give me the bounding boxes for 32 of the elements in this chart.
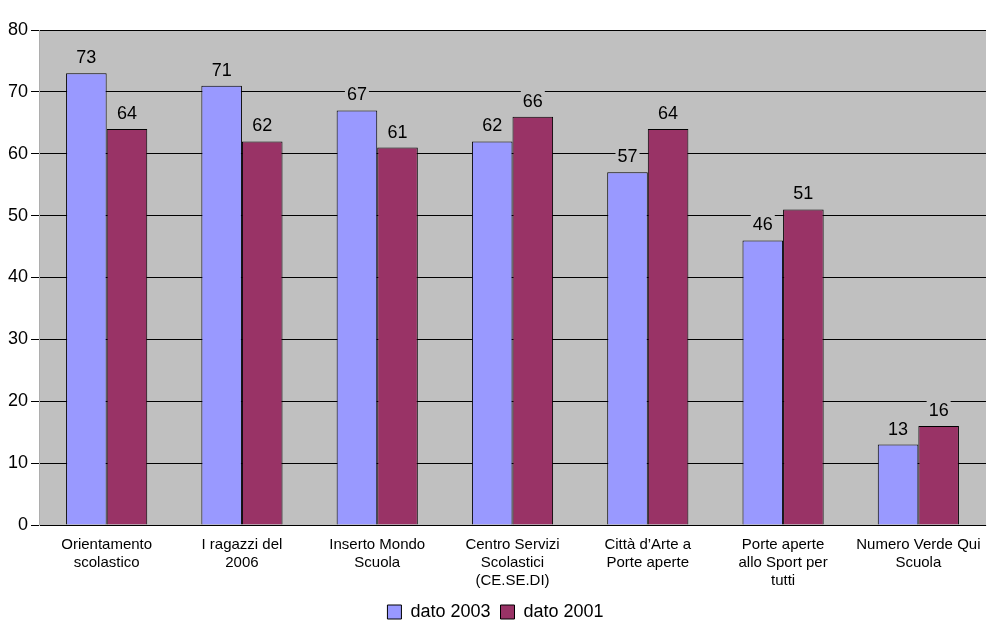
x-tick-label: I ragazzi del 2006	[201, 535, 283, 571]
legend-label: dato 2001	[523, 600, 604, 621]
x-tick-label: Centro Servizi Scolastici (CE.SE.DI)	[465, 535, 560, 589]
data-label: 71	[211, 59, 232, 80]
y-tick-label: 80	[7, 18, 29, 39]
x-tick-label: Inserto Mondo Scuola	[329, 535, 426, 571]
y-tick-label: 10	[7, 452, 29, 473]
x-tick-label: Porte aperte allo Sport per tutti	[738, 535, 828, 589]
data-label: 64	[658, 102, 679, 123]
y-tick-label: 70	[7, 80, 29, 101]
y-tick-label: 60	[7, 142, 29, 163]
data-label: 51	[793, 183, 814, 204]
x-tick-label: Città d’Arte a Porte aperte	[604, 535, 692, 571]
y-tick-label: 30	[7, 328, 29, 349]
legend-label: dato 2003	[410, 600, 491, 621]
data-label: 57	[617, 146, 638, 167]
data-label: 13	[888, 418, 909, 439]
data-label: 66	[522, 90, 543, 111]
x-tick-label: Numero Verde Qui Scuola	[856, 535, 981, 571]
y-tick-label: 0	[18, 513, 29, 534]
data-label: 46	[752, 214, 773, 235]
data-label: 62	[482, 115, 503, 136]
y-tick-label: 40	[7, 266, 29, 287]
y-tick-label: 50	[7, 204, 29, 225]
data-label: 67	[346, 84, 367, 105]
x-tick-label: Orientamento scolastico	[61, 535, 153, 571]
data-label: 73	[76, 47, 97, 68]
data-label: 61	[387, 121, 408, 142]
data-label: 64	[116, 102, 137, 123]
data-label: 62	[252, 115, 273, 136]
y-tick-label: 20	[7, 390, 29, 411]
data-label: 16	[928, 399, 949, 420]
